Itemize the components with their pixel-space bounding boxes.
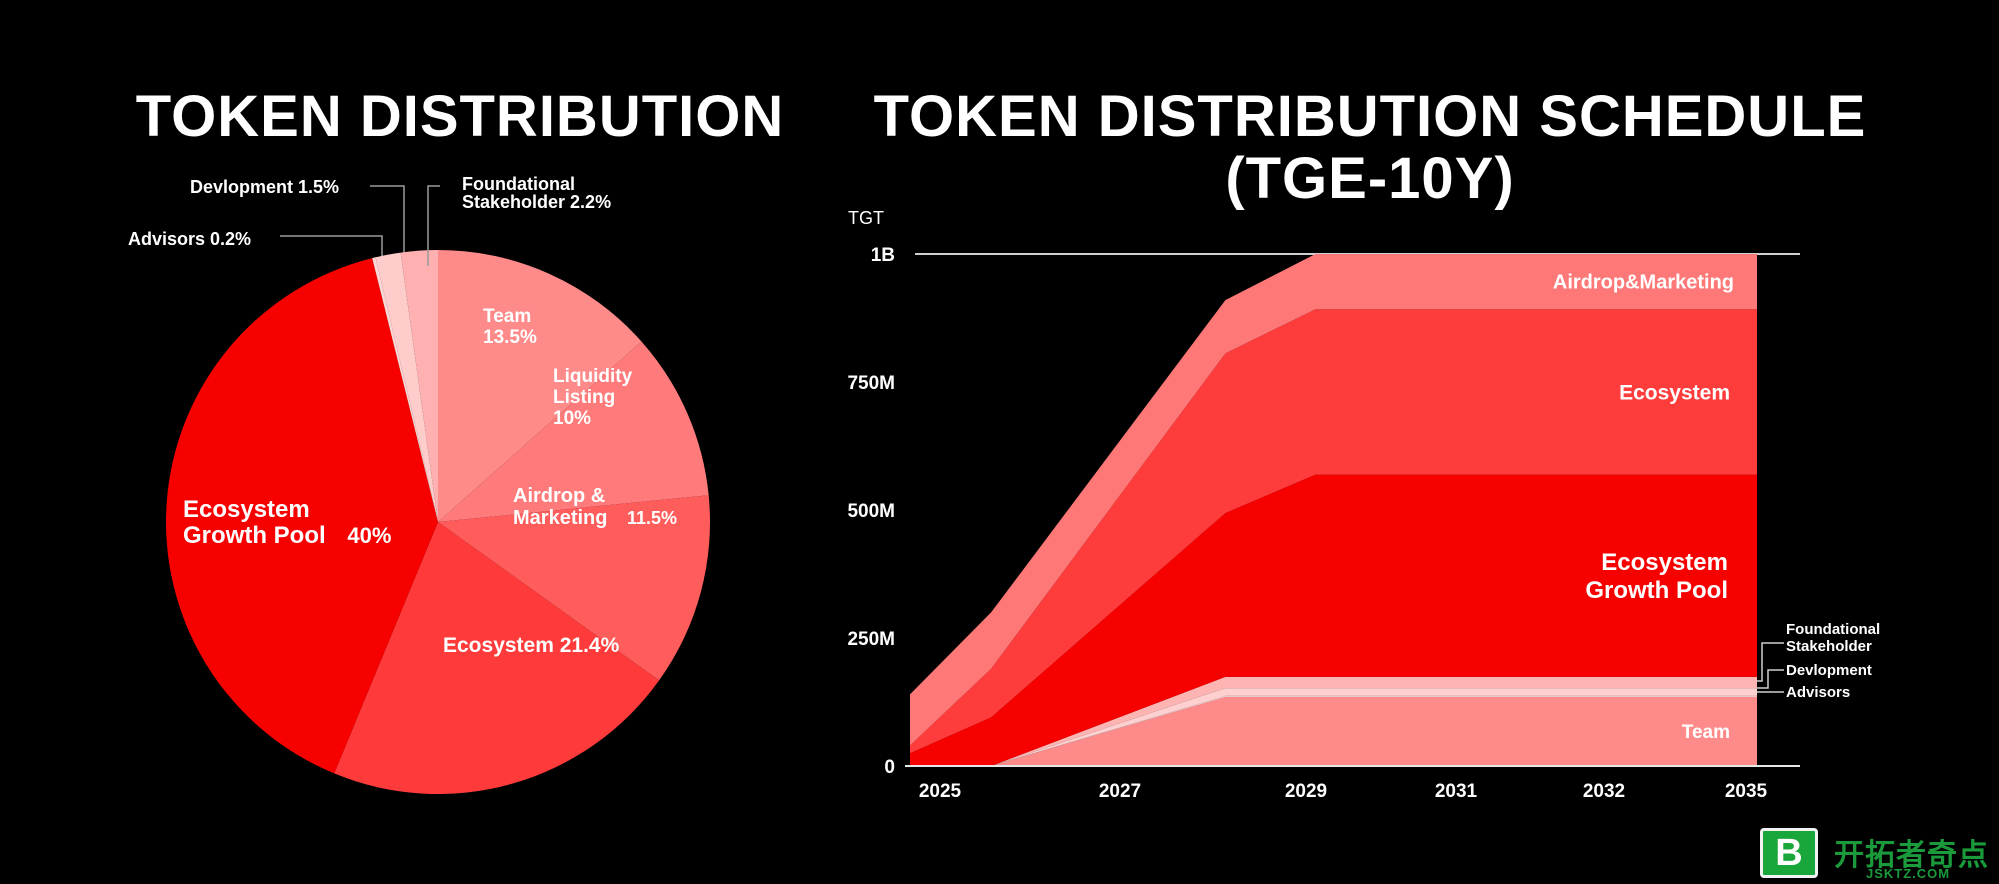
area-label-text: Airdrop&Marketing: [1553, 272, 1734, 294]
pie-callout-text: Devlopment 1.5%: [190, 177, 339, 197]
area-label-team: Team: [1682, 722, 1730, 743]
pie-label-text: Airdrop &: [513, 485, 605, 507]
pie-slice-liquidity-listing: [438, 341, 709, 522]
area-title-line-1: TOKEN DISTRIBUTION SCHEDULE: [873, 84, 1867, 149]
area-callout-text: Foundational: [1786, 621, 1880, 638]
pie-label-text: Liquidity: [553, 366, 633, 387]
pie-slice-team: [438, 250, 642, 522]
area-title-line-2: (TGE-10Y): [1225, 146, 1515, 211]
pie-label-value: 13.5%: [483, 327, 537, 348]
pie-label-text: Listing: [553, 387, 615, 408]
area-label-ecosystem: Ecosystem: [1619, 381, 1730, 404]
y-axis-label: TGT: [848, 208, 884, 228]
area-callout-devlopment: Devlopment: [1786, 662, 1872, 679]
area-callout-text: Advisors: [1786, 684, 1850, 701]
pie-callout-value: 1.5%: [293, 177, 339, 197]
pie-label-value: 21.4%: [554, 634, 620, 657]
pie-label-value: 40%: [347, 523, 391, 548]
area-series-team: [910, 696, 1757, 766]
pie-slice-ecosystem-growth-pool: [166, 258, 438, 774]
area-label-text: Ecosystem: [1601, 549, 1728, 576]
pie-callout-text: Advisors 0.2%: [128, 229, 251, 249]
pie-slice-devlopment: [375, 252, 438, 522]
x-tick-label-2029: 2029: [1285, 781, 1327, 802]
area-series-ecosystem: [910, 309, 1757, 754]
pie-callout-devlopment: Devlopment 1.5%: [190, 177, 339, 197]
pie-callout-line-devlopment: [370, 185, 405, 266]
area-callout-advisors: Advisors: [1786, 684, 1850, 701]
x-tick-label-2035: 2035: [1725, 781, 1768, 802]
pie-callout-value: 0.2%: [205, 229, 251, 249]
y-tick-label-500m: 500M: [847, 501, 895, 522]
watermark-logo-icon: B: [1760, 828, 1818, 878]
area-callout-line-foundational-stakeholder: [1757, 642, 1784, 682]
pie-label-value: 10%: [553, 408, 591, 429]
pie-chart-title: TOKEN DISTRIBUTION: [135, 84, 785, 149]
pie-callout-text: Stakeholder 2.2%: [462, 192, 611, 212]
x-tick-label-2025: 2025: [919, 781, 962, 802]
pie-callout-advisors: Advisors 0.2%: [128, 229, 251, 249]
y-tick-label-1b: 1B: [871, 245, 895, 266]
pie-callout-line-foundational-stakeholder: [427, 185, 440, 266]
y-tick-label-0: 0: [884, 757, 895, 778]
pie-label-text: Marketing: [513, 507, 607, 529]
pie-callout-text: Foundational: [462, 174, 575, 194]
x-tick-label-2032: 2032: [1583, 781, 1625, 802]
pie-slice-airdrop-marketing: [438, 495, 710, 681]
area-callout-text: Devlopment: [1786, 662, 1872, 679]
site-watermark: B 开拓者奇点 JSKTZ.COM: [1748, 822, 1998, 884]
watermark-text: 开拓者奇点: [1834, 839, 1989, 872]
pie-label-text: Team: [483, 306, 531, 327]
watermark-subtext: JSKTZ.COM: [1866, 866, 1951, 881]
y-tick-label-750m: 750M: [847, 373, 895, 394]
pie-label-airdrop-marketing: Airdrop &Marketing 11.5%: [513, 485, 677, 529]
area-chart-title: TOKEN DISTRIBUTION SCHEDULE (TGE-10Y): [820, 86, 1920, 210]
x-tick-label-2031: 2031: [1435, 781, 1478, 802]
x-tick-label-2027: 2027: [1099, 781, 1141, 802]
area-callout-text: Stakeholder: [1786, 638, 1872, 655]
area-series-airdrop-marketing: [910, 254, 1757, 746]
area-label-text: Ecosystem: [1619, 381, 1730, 404]
y-tick-label-250m: 250M: [847, 629, 895, 650]
area-callout-line-devlopment: [1757, 669, 1784, 689]
area-series-foundational-stakeholder: [910, 676, 1757, 766]
area-label-text: Team: [1682, 722, 1730, 743]
area-series-ecosystem-growth-pool: [910, 474, 1757, 766]
pie-label-value: 11.5%: [627, 508, 677, 528]
pie-label-text: Ecosystem: [183, 496, 310, 523]
area-label-airdrop-marketing: Airdrop&Marketing: [1553, 272, 1734, 294]
pie-label-text: Growth Pool: [183, 522, 326, 549]
area-label-text: Growth Pool: [1585, 577, 1728, 604]
pie-callout-value: 2.2%: [565, 192, 611, 212]
pie-slice-ecosystem: [334, 522, 660, 794]
pie-slice-foundational-stakeholder: [400, 250, 438, 522]
pie-label-ecosystem: Ecosystem 21.4%: [443, 634, 620, 657]
pie-slice-advisors: [372, 257, 438, 522]
pie-label-text: Ecosystem 21.4%: [443, 634, 620, 657]
